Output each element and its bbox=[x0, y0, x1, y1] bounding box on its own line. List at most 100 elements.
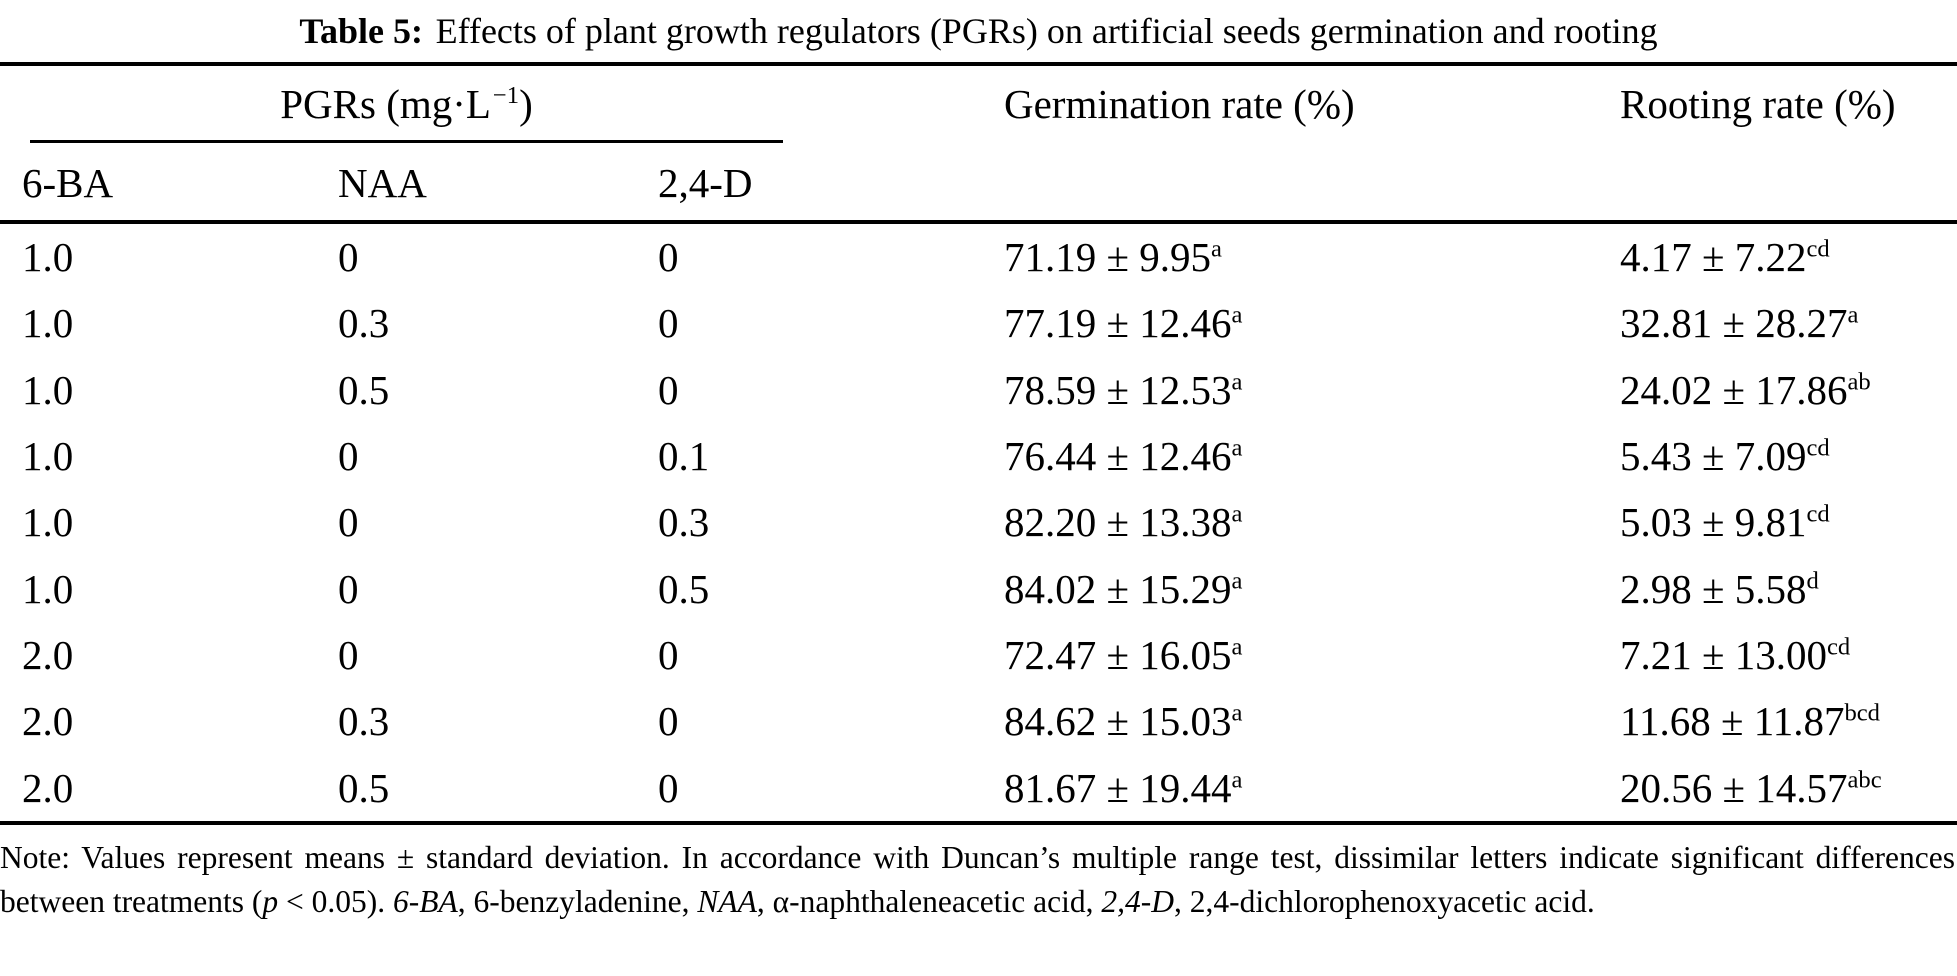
rooting-value: 7.21 ± 13.00 bbox=[1620, 631, 1828, 678]
footnote-text: < 0.05). bbox=[278, 884, 394, 919]
column-group-header-pgrs: PGRs (mg·L−1) bbox=[30, 78, 783, 130]
pgr-unit-suffix: ) bbox=[519, 81, 533, 127]
table-row: 1.0 0.3 0 77.19 ± 12.46a 32.81 ± 28.27a bbox=[0, 290, 1957, 356]
rooting-significance-letters: d bbox=[1806, 566, 1819, 594]
rooting-significance-letters: ab bbox=[1847, 368, 1871, 396]
cell-6ba: 2.0 bbox=[22, 631, 74, 678]
cell-6ba: 1.0 bbox=[22, 433, 74, 480]
footnote-text: , α-naphthaleneacetic acid, bbox=[756, 884, 1102, 919]
cell-naa: 0 bbox=[338, 234, 359, 281]
cell-naa: 0 bbox=[338, 499, 359, 546]
rooting-value: 5.03 ± 9.81 bbox=[1620, 499, 1807, 546]
rooting-significance-letters: a bbox=[1847, 301, 1859, 329]
germination-significance-letters: a bbox=[1231, 566, 1243, 594]
column-header-rooting-rate: Rooting rate (%) bbox=[1620, 81, 1896, 127]
rule-body-note-separator bbox=[0, 821, 1957, 825]
germination-value: 84.62 ± 15.03 bbox=[1004, 698, 1232, 745]
germination-significance-letters: a bbox=[1231, 500, 1243, 528]
footnote-abbrev-6ba: 6-BA bbox=[393, 884, 458, 919]
germination-significance-letters: a bbox=[1211, 235, 1222, 263]
cell-6ba: 1.0 bbox=[22, 499, 74, 546]
rooting-significance-letters: abc bbox=[1847, 765, 1882, 793]
footnote-text: , 6-benzyladenine, bbox=[457, 884, 698, 919]
cell-germination: 76.44 ± 12.46a bbox=[1004, 432, 1620, 480]
rooting-value: 32.81 ± 28.27 bbox=[1620, 300, 1848, 347]
table-row: 2.0 0 0 72.47 ± 16.05a 7.21 ± 13.00cd bbox=[0, 622, 1957, 688]
footnote-text: , 2,4-dichlorophenoxyacetic acid. bbox=[1174, 884, 1595, 919]
cell-6ba: 2.0 bbox=[22, 698, 74, 745]
cell-24d: 0 bbox=[658, 698, 679, 745]
cell-24d: 0 bbox=[658, 366, 679, 413]
cell-6ba: 2.0 bbox=[22, 764, 74, 811]
cell-germination: 78.59 ± 12.53a bbox=[1004, 366, 1620, 414]
cell-naa: 0.5 bbox=[338, 764, 390, 811]
cell-rooting: 24.02 ± 17.86ab bbox=[1620, 366, 1957, 414]
table-row: 2.0 0.5 0 81.67 ± 19.44a 20.56 ± 14.57ab… bbox=[0, 754, 1957, 820]
pgr-unit-exponent: −1 bbox=[492, 82, 520, 110]
table-row: 2.0 0.3 0 84.62 ± 15.03a 11.68 ± 11.87bc… bbox=[0, 688, 1957, 754]
column-header-germination-rate: Germination rate (%) bbox=[1004, 81, 1355, 127]
table-caption: Table 5: Effects of plant growth regulato… bbox=[0, 6, 1957, 56]
table-body: 1.0 0 0 71.19 ± 9.95a 4.17 ± 7.22cd 1.0 … bbox=[0, 224, 1957, 821]
germination-value: 72.47 ± 16.05 bbox=[1004, 631, 1232, 678]
cell-6ba: 1.0 bbox=[22, 565, 74, 612]
cell-rooting: 5.43 ± 7.09cd bbox=[1620, 432, 1957, 480]
footnote-abbrev-naa: NAA bbox=[697, 884, 757, 919]
rooting-significance-letters: cd bbox=[1806, 434, 1830, 462]
table-caption-number: Table 5: bbox=[299, 11, 424, 51]
cell-rooting: 4.17 ± 7.22cd bbox=[1620, 233, 1957, 281]
cell-germination: 84.02 ± 15.29a bbox=[1004, 565, 1620, 613]
footnote-text: Note: Values represent means ± standard … bbox=[0, 840, 1955, 919]
table-row: 1.0 0 0.3 82.20 ± 13.38a 5.03 ± 9.81cd bbox=[0, 489, 1957, 555]
cell-germination: 81.67 ± 19.44a bbox=[1004, 764, 1620, 812]
germination-value: 82.20 ± 13.38 bbox=[1004, 499, 1232, 546]
column-header-6ba: 6-BA bbox=[22, 160, 114, 206]
rule-under-pgr-group bbox=[30, 140, 783, 143]
rooting-significance-letters: bcd bbox=[1844, 699, 1880, 727]
germination-significance-letters: a bbox=[1231, 633, 1243, 661]
cell-rooting: 2.98 ± 5.58d bbox=[1620, 565, 1957, 613]
rooting-value: 4.17 ± 7.22 bbox=[1620, 234, 1807, 281]
column-header-naa: NAA bbox=[338, 160, 427, 206]
germination-significance-letters: a bbox=[1231, 301, 1243, 329]
table-row: 1.0 0 0.5 84.02 ± 15.29a 2.98 ± 5.58d bbox=[0, 555, 1957, 621]
column-header-24d: 2,4-D bbox=[658, 160, 753, 206]
rooting-significance-letters: cd bbox=[1806, 500, 1830, 528]
rooting-value: 24.02 ± 17.86 bbox=[1620, 366, 1848, 413]
rooting-value: 5.43 ± 7.09 bbox=[1620, 433, 1807, 480]
germination-significance-letters: a bbox=[1231, 765, 1243, 793]
cell-6ba: 1.0 bbox=[22, 300, 74, 347]
footnote-p-symbol: p bbox=[262, 884, 279, 919]
cell-germination: 71.19 ± 9.95a bbox=[1004, 233, 1620, 281]
rooting-value: 20.56 ± 14.57 bbox=[1620, 764, 1848, 811]
table-row: 1.0 0 0.1 76.44 ± 12.46a 5.43 ± 7.09cd bbox=[0, 423, 1957, 489]
cell-rooting: 11.68 ± 11.87bcd bbox=[1620, 697, 1957, 745]
cell-6ba: 1.0 bbox=[22, 366, 74, 413]
rooting-value: 11.68 ± 11.87 bbox=[1620, 698, 1845, 745]
table-caption-text: Effects of plant growth regulators (PGRs… bbox=[435, 11, 1658, 51]
sub-header-row: 6-BA NAA 2,4-D bbox=[0, 150, 1957, 216]
table-footnote: Note: Values represent means ± standard … bbox=[0, 836, 1955, 924]
cell-germination: 82.20 ± 13.38a bbox=[1004, 498, 1620, 546]
germination-significance-letters: a bbox=[1231, 368, 1243, 396]
germination-value: 77.19 ± 12.46 bbox=[1004, 300, 1232, 347]
pgr-unit-prefix: PGRs (mg·L bbox=[280, 81, 491, 127]
cell-24d: 0.1 bbox=[658, 433, 710, 480]
cell-rooting: 20.56 ± 14.57abc bbox=[1620, 764, 1957, 812]
rule-top bbox=[0, 62, 1957, 66]
rooting-significance-letters: cd bbox=[1827, 633, 1851, 661]
cell-germination: 72.47 ± 16.05a bbox=[1004, 631, 1620, 679]
cell-naa: 0.3 bbox=[338, 300, 390, 347]
germination-value: 76.44 ± 12.46 bbox=[1004, 433, 1232, 480]
cell-24d: 0.3 bbox=[658, 499, 710, 546]
footnote-abbrev-24d: 2,4-D bbox=[1101, 884, 1174, 919]
cell-naa: 0 bbox=[338, 631, 359, 678]
cell-naa: 0 bbox=[338, 433, 359, 480]
rooting-value: 2.98 ± 5.58 bbox=[1620, 565, 1807, 612]
cell-24d: 0 bbox=[658, 300, 679, 347]
table-row: 1.0 0 0 71.19 ± 9.95a 4.17 ± 7.22cd bbox=[0, 224, 1957, 290]
cell-naa: 0.5 bbox=[338, 366, 390, 413]
cell-24d: 0 bbox=[658, 631, 679, 678]
germination-value: 78.59 ± 12.53 bbox=[1004, 366, 1232, 413]
